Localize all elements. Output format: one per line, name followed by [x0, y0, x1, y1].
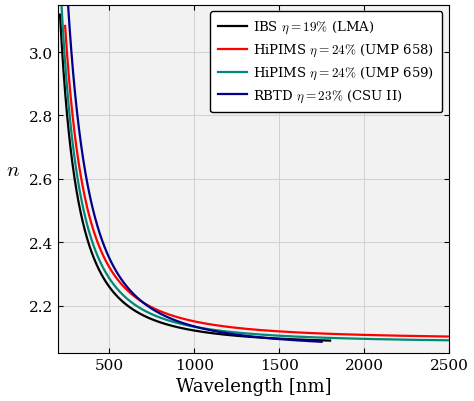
RBTD $\eta = 23\%$ (CSU II) [102, 247, 108, 252]
RBTD $\eta = 23\%$ (CSU II) [169, 317, 174, 322]
HiPIMS $\eta = 24\%$ (UMP 658) [129, 292, 135, 297]
HiPIMS $\eta = 24\%$ (UMP 659) [397, 337, 402, 342]
HiPIMS $\eta = 24\%$ (UMP 659) [446, 338, 452, 343]
Line: HiPIMS $\eta = 24\%$ (UMP 659): HiPIMS $\eta = 24\%$ (UMP 659) [60, 0, 449, 340]
HiPIMS $\eta = 24\%$ (UMP 658) [106, 264, 112, 269]
HiPIMS $\eta = 24\%$ (UMP 658) [210, 322, 215, 327]
IBS $\eta = 19\%$ (LMA) [88, 248, 94, 253]
Line: HiPIMS $\eta = 24\%$ (UMP 658): HiPIMS $\eta = 24\%$ (UMP 658) [65, 27, 449, 337]
HiPIMS $\eta = 24\%$ (UMP 659) [438, 338, 444, 343]
HiPIMS $\eta = 24\%$ (UMP 659) [206, 327, 212, 332]
Y-axis label: $n$: $n$ [6, 160, 19, 179]
HiPIMS $\eta = 24\%$ (UMP 658) [438, 334, 444, 339]
RBTD $\eta = 23\%$ (CSU II) [314, 339, 319, 344]
RBTD $\eta = 23\%$ (CSU II) [87, 194, 93, 199]
HiPIMS $\eta = 24\%$ (UMP 659) [223, 329, 229, 334]
HiPIMS $\eta = 24\%$ (UMP 658) [226, 325, 232, 330]
HiPIMS $\eta = 24\%$ (UMP 659) [101, 268, 107, 273]
HiPIMS $\eta = 24\%$ (UMP 659) [125, 297, 130, 302]
Line: IBS $\eta = 19\%$ (LMA): IBS $\eta = 19\%$ (LMA) [60, 16, 330, 341]
HiPIMS $\eta = 24\%$ (UMP 658) [62, 24, 68, 29]
HiPIMS $\eta = 24\%$ (UMP 658) [397, 334, 403, 338]
IBS $\eta = 19\%$ (LMA) [322, 338, 328, 343]
IBS $\eta = 19\%$ (LMA) [327, 338, 333, 343]
RBTD $\eta = 23\%$ (CSU II) [157, 312, 163, 316]
IBS $\eta = 19\%$ (LMA) [161, 321, 166, 326]
Line: RBTD $\eta = 23\%$ (CSU II): RBTD $\eta = 23\%$ (CSU II) [60, 0, 321, 342]
HiPIMS $\eta = 24\%$ (UMP 658) [446, 334, 452, 339]
X-axis label: Wavelength [nm]: Wavelength [nm] [176, 377, 331, 395]
RBTD $\eta = 23\%$ (CSU II) [319, 340, 324, 344]
IBS $\eta = 19\%$ (LMA) [293, 337, 299, 342]
IBS $\eta = 19\%$ (LMA) [104, 281, 109, 286]
IBS $\eta = 19\%$ (LMA) [57, 13, 63, 18]
Legend: IBS $\eta = 19\%$ (LMA), HiPIMS $\eta = 24\%$ (UMP 658), HiPIMS $\eta = 24\%$ (U: IBS $\eta = 19\%$ (LMA), HiPIMS $\eta = … [210, 12, 442, 113]
RBTD $\eta = 23\%$ (CSU II) [285, 338, 291, 342]
IBS $\eta = 19\%$ (LMA) [173, 324, 178, 329]
